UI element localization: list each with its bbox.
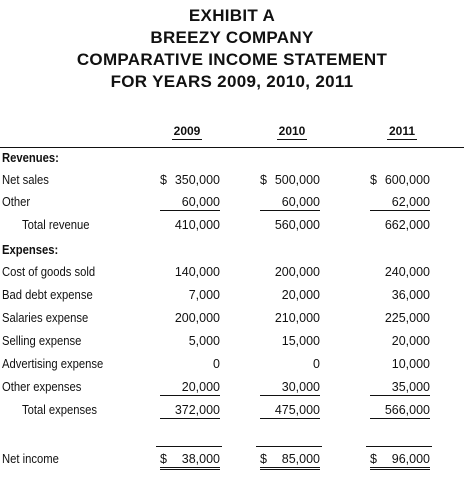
statement-period: FOR YEARS 2009, 2010, 2011 bbox=[110, 72, 354, 91]
other-expenses-2011: 35,000 bbox=[370, 379, 430, 396]
column-header-2010: 2010 bbox=[276, 124, 308, 140]
net-income-rule-2011 bbox=[366, 446, 432, 447]
other-revenue-2010: 60,000 bbox=[260, 194, 320, 211]
expenses-section-label: Expenses: bbox=[2, 243, 59, 257]
other-revenue-2011: 62,000 bbox=[370, 194, 430, 211]
salaries-label: Salaries expense bbox=[2, 311, 89, 325]
net-income-rule-2010 bbox=[256, 446, 322, 447]
selling-label: Selling expense bbox=[2, 334, 82, 348]
column-header-2009: 2009 bbox=[171, 124, 203, 140]
total-expenses-2010: 475,000 bbox=[260, 402, 320, 419]
column-header-2011: 2011 bbox=[386, 124, 418, 140]
total-expenses-2009: 372,000 bbox=[160, 402, 220, 419]
bad-debt-label: Bad debt expense bbox=[2, 288, 93, 302]
net-income-label: Net income bbox=[2, 452, 59, 466]
revenues-section-label: Revenues: bbox=[2, 151, 59, 165]
net-income-2009: $38,000 bbox=[160, 451, 220, 470]
other-expenses-2009: 20,000 bbox=[160, 379, 220, 396]
other-revenue-2009: 60,000 bbox=[160, 194, 220, 211]
total-expenses-label: Total expenses bbox=[22, 403, 98, 417]
company-name: BREEZY COMPANY bbox=[150, 28, 314, 47]
net-sales-label: Net sales bbox=[2, 173, 49, 187]
exhibit-label: EXHIBIT A bbox=[188, 6, 276, 25]
net-income-2011: $96,000 bbox=[370, 451, 430, 470]
total-revenue-label: Total revenue bbox=[22, 218, 90, 232]
other-expenses-label: Other expenses bbox=[2, 380, 82, 394]
header-rule bbox=[0, 147, 464, 148]
statement-title: COMPARATIVE INCOME STATEMENT bbox=[76, 50, 388, 69]
net-income-rule-2009 bbox=[156, 446, 222, 447]
total-expenses-2011: 566,000 bbox=[370, 402, 430, 419]
advertising-label: Advertising expense bbox=[2, 357, 104, 371]
cogs-label: Cost of goods sold bbox=[2, 265, 96, 279]
other-expenses-2010: 30,000 bbox=[260, 379, 320, 396]
net-income-2010: $85,000 bbox=[260, 451, 320, 470]
other-revenue-label: Other bbox=[2, 195, 31, 209]
